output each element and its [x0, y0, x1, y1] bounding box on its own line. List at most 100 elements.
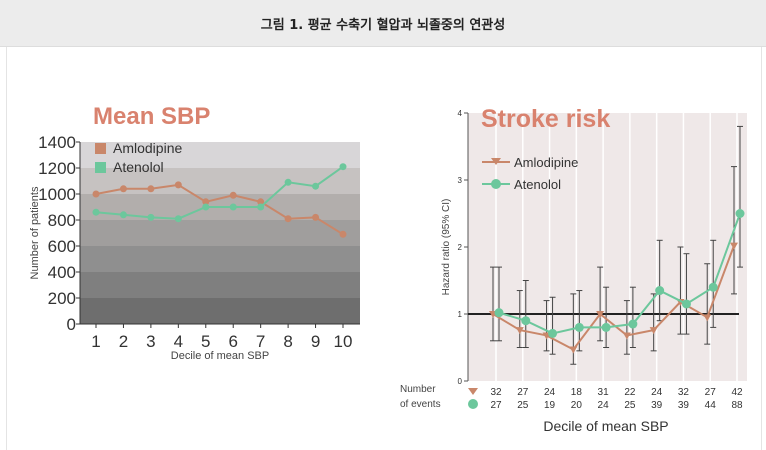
y-axis-label: Hazard ratio (95% CI): [441, 199, 452, 296]
data-point: [202, 198, 210, 206]
x-tick-label: 3: [146, 332, 155, 351]
data-point: [202, 203, 210, 211]
legend-label: Atenolol: [113, 159, 164, 175]
data-point: [119, 211, 127, 219]
event-count: 22: [624, 387, 636, 398]
data-point: [174, 215, 182, 223]
data-point: [284, 215, 292, 223]
chart-title: Mean SBP: [93, 103, 210, 130]
event-count: 18: [571, 387, 583, 398]
data-point-triangle: [649, 327, 658, 335]
x-axis-label: Decile of mean SBP: [543, 418, 668, 434]
event-count: 25: [517, 400, 529, 411]
series-line-amlodipine: [492, 245, 735, 351]
y-tick-label: 0: [458, 377, 463, 386]
data-point: [229, 191, 237, 199]
event-count: 24: [598, 400, 610, 411]
data-point: [92, 208, 100, 216]
event-count: 39: [678, 400, 690, 411]
x-tick-label: 10: [334, 332, 353, 351]
y-tick-label: 1000: [38, 185, 76, 204]
x-tick-label: 5: [201, 332, 210, 351]
data-point: [147, 185, 155, 193]
data-point-triangle: [596, 311, 605, 318]
background-band: [80, 246, 360, 272]
background-band: [80, 220, 360, 246]
event-count: 42: [731, 387, 743, 398]
data-point: [174, 181, 182, 189]
data-point: [339, 230, 347, 238]
event-count: 32: [490, 387, 502, 398]
data-point-circle: [708, 282, 718, 292]
data-point: [257, 203, 265, 211]
series-line-atenolol: [498, 213, 741, 335]
x-tick-label: 6: [228, 332, 237, 351]
x-tick-label: 7: [256, 332, 265, 351]
plot-background: [468, 113, 747, 381]
chart-title: Stroke risk: [481, 105, 610, 133]
data-point: [92, 190, 100, 198]
data-point-circle: [681, 299, 691, 309]
data-point-triangle: [730, 242, 738, 250]
y-tick-label: 2: [458, 243, 463, 252]
legend-label: Atenolol: [514, 177, 561, 192]
y-tick-label: 0: [67, 315, 76, 334]
y-tick-label: 1400: [38, 133, 76, 152]
event-count: 24: [544, 387, 556, 398]
legend-swatch: [95, 162, 106, 173]
events-label: Number: [400, 384, 436, 395]
data-point: [284, 178, 292, 186]
event-count: 31: [598, 387, 610, 398]
legend-label: Amlodipine: [514, 155, 578, 170]
background-band: [80, 272, 360, 298]
event-count: 20: [571, 400, 583, 411]
data-point-circle: [735, 209, 745, 218]
data-point-circle: [574, 322, 584, 332]
y-tick-label: 1: [458, 310, 463, 319]
background-band: [80, 142, 360, 168]
data-point: [312, 213, 320, 221]
data-point-circle: [548, 328, 558, 338]
data-point-circle: [628, 319, 638, 329]
background-band: [80, 298, 360, 324]
y-axis-label: Number of patients: [29, 186, 41, 279]
data-point: [147, 213, 155, 221]
legend-label: Amlodipine: [113, 140, 182, 156]
events-label: of events: [400, 399, 441, 410]
x-tick-label: 2: [119, 332, 128, 351]
amlodipine-triangle-icon: [468, 388, 478, 395]
data-point: [339, 163, 347, 171]
y-tick-label: 800: [48, 211, 76, 230]
event-count: 27: [490, 400, 502, 411]
x-axis-label: Decile of mean SBP: [171, 350, 269, 362]
content-frame: [6, 47, 762, 450]
y-tick-label: 400: [48, 263, 76, 282]
data-point-triangle: [515, 327, 524, 335]
legend-swatch: [95, 143, 106, 154]
data-point-triangle: [703, 314, 712, 322]
x-tick-label: 1: [91, 332, 100, 351]
event-count: 19: [544, 400, 556, 411]
data-point-circle: [655, 286, 665, 296]
atenolol-circle-icon: [468, 399, 478, 409]
event-count: 27: [705, 387, 717, 398]
event-count: 27: [517, 387, 529, 398]
y-tick-label: 3: [458, 176, 463, 185]
series-line-atenolol: [95, 165, 344, 220]
figure-caption: 그림 1. 평균 수축기 혈압과 뇌졸중의 연관성: [0, 0, 766, 47]
y-tick-label: 200: [48, 289, 76, 308]
data-point-triangle: [569, 346, 578, 354]
event-count: 25: [624, 400, 636, 411]
data-point: [312, 182, 320, 190]
data-point-circle: [601, 322, 611, 332]
legend-triangle-icon: [491, 158, 501, 165]
event-count: 24: [651, 387, 663, 398]
y-tick-label: 600: [48, 237, 76, 256]
data-point: [119, 185, 127, 193]
data-point: [257, 198, 265, 206]
series-line-amlodipine: [95, 183, 344, 236]
x-tick-label: 8: [283, 332, 292, 351]
event-count: 39: [651, 400, 663, 411]
data-point: [229, 203, 237, 211]
